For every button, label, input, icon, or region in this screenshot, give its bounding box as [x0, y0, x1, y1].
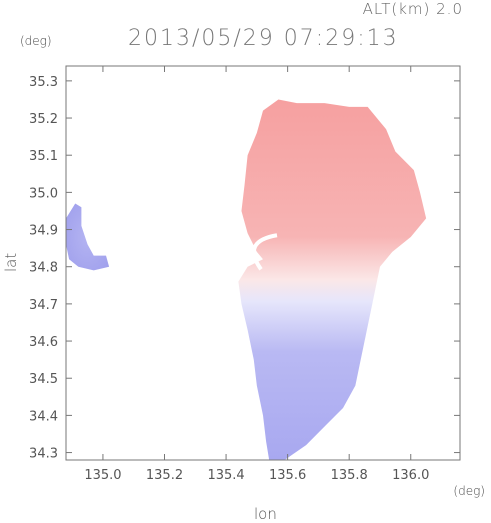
x-tick-label: 135.4 — [207, 468, 244, 483]
x-axis-unit: (deg) — [453, 484, 485, 498]
echo-region-west — [66, 203, 110, 271]
chart-title-timestamp: 2013/05/29 07:29:13 — [128, 26, 399, 51]
x-tick-label: 136.0 — [392, 468, 429, 483]
altitude-label: ALT(km) 2.0 — [362, 0, 463, 18]
radar-center-arc — [251, 233, 278, 271]
x-tick-label: 135.0 — [84, 468, 121, 483]
y-tick-label: 34.9 — [29, 224, 58, 239]
y-tick-label: 35.3 — [29, 75, 58, 90]
y-tick-label: 34.5 — [29, 372, 58, 387]
x-tick-label: 135.8 — [331, 468, 368, 483]
x-tick-label: 135.2 — [146, 468, 183, 483]
y-tick-label: 34.6 — [29, 335, 58, 350]
y-tick-label: 34.3 — [29, 447, 58, 462]
y-tick-label: 35.1 — [29, 149, 58, 164]
y-tick-label: 34.7 — [29, 298, 58, 313]
y-tick-label: 34.4 — [29, 409, 58, 424]
y-tick-label: 35.2 — [29, 112, 58, 127]
y-axis-unit: (deg) — [20, 34, 52, 48]
x-tick-label: 135.6 — [269, 468, 306, 483]
echo-region-main — [238, 99, 427, 461]
x-axis-label: lon — [254, 505, 277, 523]
plot-frame — [65, 65, 461, 461]
y-tick-label: 35.0 — [29, 186, 58, 201]
y-tick-label: 34.8 — [29, 261, 58, 276]
